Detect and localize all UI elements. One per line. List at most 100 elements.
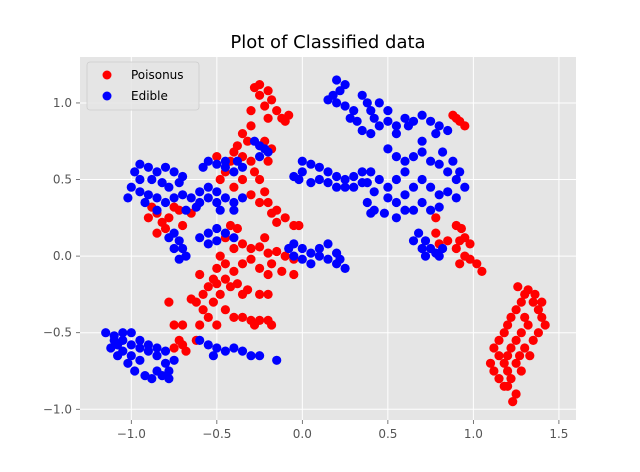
data-point — [366, 208, 376, 218]
data-point — [237, 129, 248, 139]
data-point — [191, 202, 201, 212]
data-point — [434, 202, 444, 212]
data-point — [152, 366, 162, 376]
data-point — [135, 335, 145, 345]
data-point — [237, 289, 248, 299]
data-point — [391, 197, 401, 208]
y-tick-label: 0.5 — [53, 173, 72, 187]
data-point — [272, 355, 282, 365]
data-point — [431, 129, 441, 139]
data-point — [249, 167, 260, 177]
data-point — [220, 346, 230, 356]
data-point — [178, 220, 188, 231]
data-point — [263, 269, 273, 280]
data-point — [174, 236, 184, 246]
data-point — [277, 266, 287, 276]
data-point — [408, 152, 419, 162]
legend-box — [86, 61, 200, 111]
data-point — [229, 147, 239, 157]
data-point — [160, 162, 171, 172]
series-edible — [101, 75, 470, 384]
data-point — [420, 236, 431, 246]
data-point — [203, 228, 213, 238]
x-tick-label: 0.0 — [293, 427, 312, 441]
data-point — [164, 233, 174, 243]
data-point — [272, 217, 282, 227]
data-point — [246, 190, 256, 200]
data-point — [455, 236, 465, 246]
data-point — [391, 174, 401, 185]
data-point — [203, 282, 213, 292]
data-point — [280, 251, 290, 261]
data-point — [164, 374, 174, 384]
data-point — [237, 174, 248, 185]
data-point — [208, 351, 218, 361]
data-point — [417, 174, 427, 185]
data-point — [164, 366, 174, 376]
data-point — [314, 174, 324, 185]
legend-marker-poisonus — [102, 70, 112, 80]
data-point — [126, 351, 136, 361]
data-point — [225, 282, 236, 292]
data-point — [366, 167, 376, 177]
data-point — [434, 251, 444, 261]
data-point — [489, 366, 499, 376]
data-point — [215, 251, 225, 261]
data-point — [140, 371, 150, 381]
data-point — [212, 263, 222, 273]
data-point — [220, 228, 230, 238]
data-point — [511, 358, 521, 368]
data-point — [323, 167, 333, 177]
data-point — [349, 106, 359, 116]
legend-label-edible: Edible — [131, 89, 168, 103]
data-point — [357, 125, 367, 136]
data-point — [528, 297, 538, 307]
data-point — [426, 116, 436, 126]
data-point — [362, 98, 372, 108]
data-point — [255, 351, 265, 361]
data-point — [523, 285, 533, 295]
data-point — [174, 335, 184, 345]
data-point — [323, 254, 333, 264]
data-point — [255, 197, 265, 208]
data-point — [332, 75, 342, 85]
data-point — [335, 86, 345, 96]
data-point — [508, 397, 518, 407]
data-point — [203, 340, 213, 350]
data-point — [417, 243, 427, 254]
data-point — [349, 171, 359, 182]
data-point — [280, 213, 290, 223]
data-point — [506, 374, 516, 384]
data-point — [232, 279, 242, 289]
data-point — [164, 297, 174, 307]
data-point — [220, 193, 230, 203]
data-point — [169, 243, 179, 254]
data-point — [195, 233, 205, 243]
data-point — [225, 220, 236, 231]
data-point — [306, 248, 316, 258]
data-point — [284, 110, 294, 120]
data-point — [289, 251, 299, 261]
data-point — [362, 197, 372, 208]
data-point — [130, 366, 140, 376]
data-point — [272, 106, 282, 116]
data-point — [208, 274, 218, 284]
data-point — [465, 239, 475, 249]
data-point — [229, 205, 239, 215]
data-point — [391, 213, 401, 223]
data-point — [255, 90, 265, 100]
data-point — [374, 121, 384, 131]
data-point — [516, 366, 526, 376]
y-tick-label: 1.0 — [53, 96, 72, 110]
data-point — [237, 346, 248, 356]
data-point — [208, 297, 218, 307]
data-point — [511, 335, 521, 345]
data-point — [135, 174, 145, 185]
data-point — [391, 152, 401, 162]
data-point — [263, 289, 273, 299]
data-point — [169, 167, 179, 177]
data-point — [438, 147, 448, 157]
data-point — [306, 259, 316, 269]
data-point — [494, 374, 504, 384]
data-point — [229, 243, 239, 254]
